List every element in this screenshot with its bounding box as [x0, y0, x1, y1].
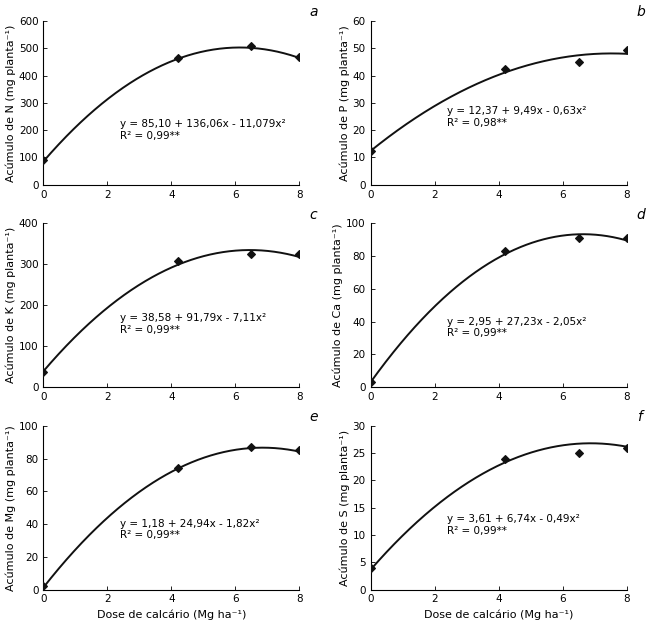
Text: R² = 0,99**: R² = 0,99** — [120, 131, 180, 141]
Text: R² = 0,99**: R² = 0,99** — [120, 325, 180, 335]
Text: R² = 0,99**: R² = 0,99** — [120, 530, 180, 540]
Text: R² = 0,98**: R² = 0,98** — [447, 118, 507, 128]
Text: c: c — [309, 208, 317, 222]
Text: e: e — [309, 410, 318, 424]
Y-axis label: Acúmulo de N (mg planta⁻¹): Acúmulo de N (mg planta⁻¹) — [6, 24, 16, 182]
X-axis label: Dose de calcário (Mg ha⁻¹): Dose de calcário (Mg ha⁻¹) — [424, 610, 573, 620]
Text: R² = 0,99**: R² = 0,99** — [447, 526, 507, 536]
Text: y = 12,37 + 9,49x - 0,63x²: y = 12,37 + 9,49x - 0,63x² — [447, 106, 587, 116]
Text: d: d — [637, 208, 645, 222]
Text: y = 1,18 + 24,94x - 1,82x²: y = 1,18 + 24,94x - 1,82x² — [120, 519, 259, 529]
Text: b: b — [637, 6, 645, 19]
Text: y = 38,58 + 91,79x - 7,11x²: y = 38,58 + 91,79x - 7,11x² — [120, 314, 266, 324]
Y-axis label: Acúmulo de P (mg planta⁻¹): Acúmulo de P (mg planta⁻¹) — [339, 25, 350, 181]
X-axis label: Dose de calcário (Mg ha⁻¹): Dose de calcário (Mg ha⁻¹) — [97, 610, 246, 620]
Y-axis label: Acúmulo de S (mg planta⁻¹): Acúmulo de S (mg planta⁻¹) — [339, 429, 350, 586]
Text: y = 2,95 + 27,23x - 2,05x²: y = 2,95 + 27,23x - 2,05x² — [447, 317, 587, 327]
Text: y = 85,10 + 136,06x - 11,079x²: y = 85,10 + 136,06x - 11,079x² — [120, 119, 286, 129]
Y-axis label: Acúmulo de Ca (mg planta⁻¹): Acúmulo de Ca (mg planta⁻¹) — [333, 223, 343, 387]
Y-axis label: Acúmulo de K (mg planta⁻¹): Acúmulo de K (mg planta⁻¹) — [6, 227, 16, 383]
Text: f: f — [637, 410, 642, 424]
Text: y = 3,61 + 6,74x - 0,49x²: y = 3,61 + 6,74x - 0,49x² — [447, 514, 580, 524]
Text: a: a — [309, 6, 318, 19]
Y-axis label: Acúmulo de Mg (mg planta⁻¹): Acúmulo de Mg (mg planta⁻¹) — [6, 425, 16, 590]
Text: R² = 0,99**: R² = 0,99** — [447, 328, 507, 338]
